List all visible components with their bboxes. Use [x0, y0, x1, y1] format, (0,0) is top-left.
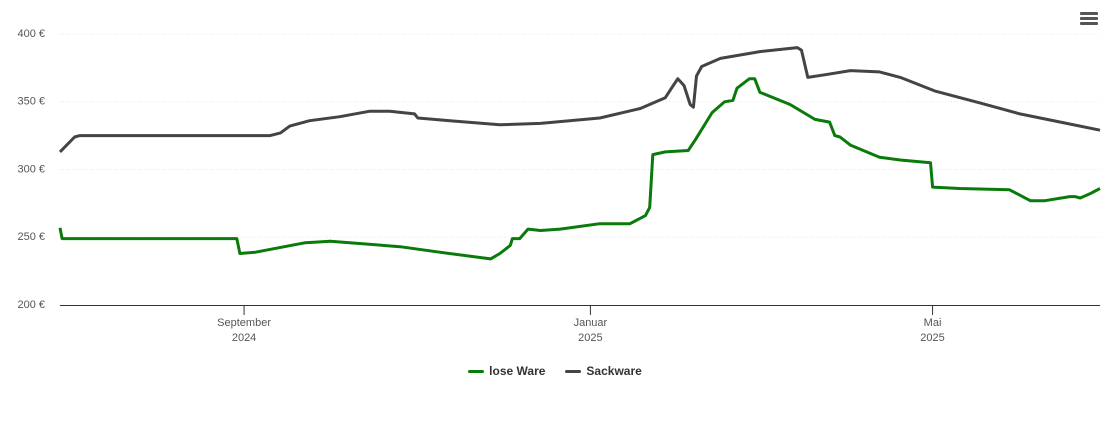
- x-tick-label: September 2024: [217, 317, 271, 344]
- x-tick-label: Mai 2025: [920, 317, 945, 344]
- y-tick-label: 400 €: [17, 28, 45, 40]
- series-line: [58, 77, 1101, 261]
- y-tick-label: 350 €: [17, 96, 45, 108]
- legend-item[interactable]: Sackware: [565, 364, 642, 378]
- y-tick-label: 300 €: [17, 163, 45, 175]
- y-tick-label: 200 €: [17, 299, 45, 311]
- legend: lose Ware Sackware: [0, 364, 1110, 378]
- legend-symbol: [468, 369, 485, 373]
- legend-label: Sackware: [586, 364, 642, 378]
- x-tick-label: Januar 2025: [573, 317, 608, 344]
- menu-button[interactable]: [1080, 12, 1098, 28]
- legend-item[interactable]: lose Ware: [468, 364, 545, 378]
- legend-label: lose Ware: [489, 364, 546, 378]
- y-tick-label: 250 €: [17, 231, 45, 243]
- legend-symbol: [565, 369, 582, 373]
- series-line: [58, 46, 1101, 153]
